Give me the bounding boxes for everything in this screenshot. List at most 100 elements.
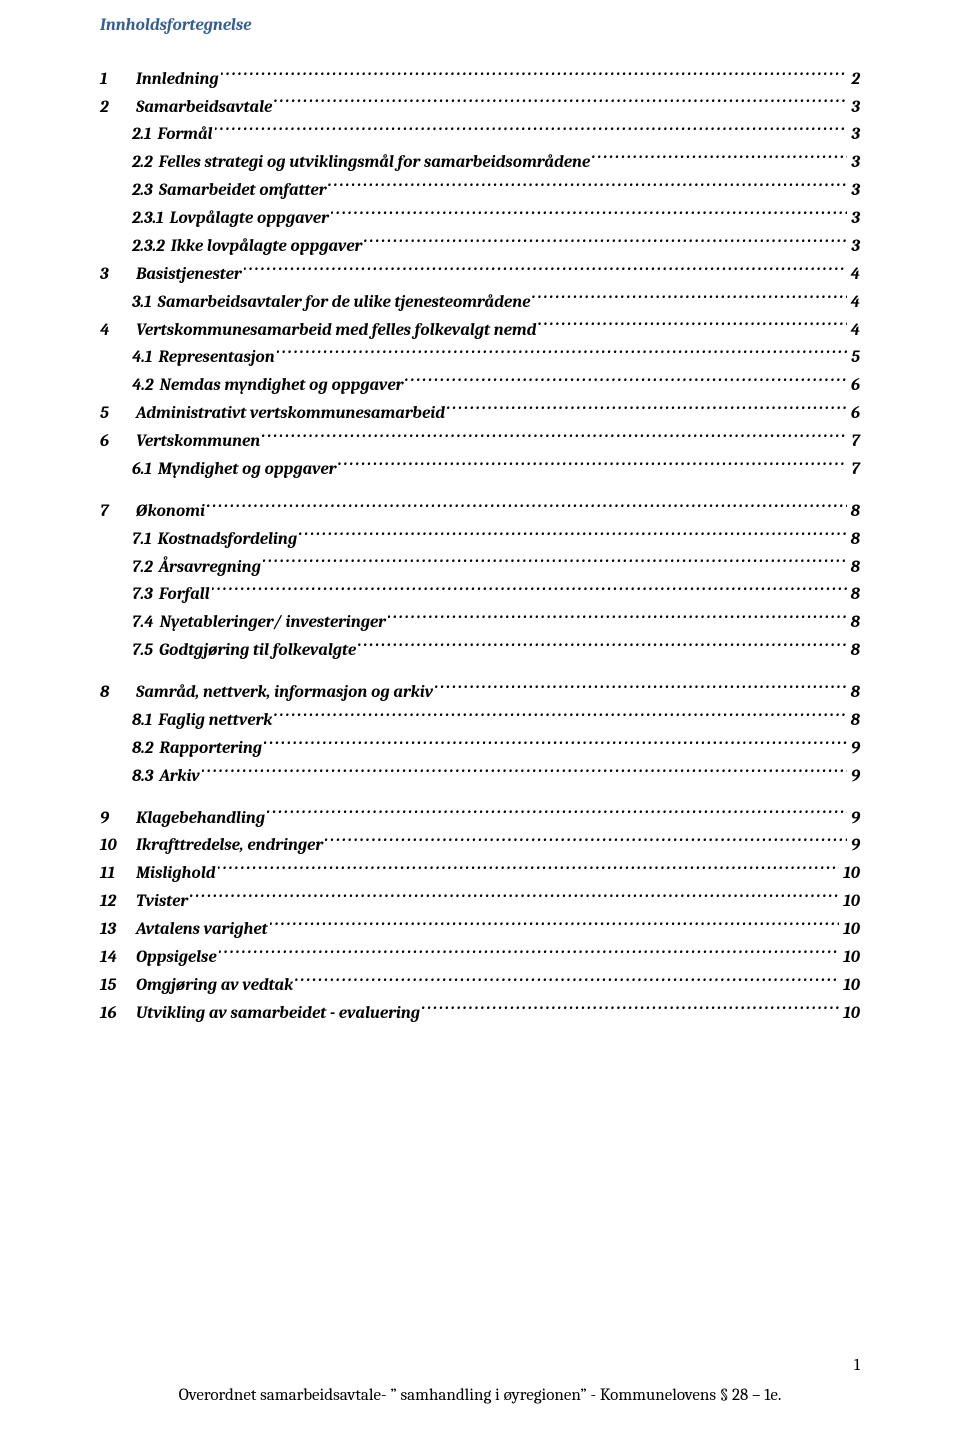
toc-entry: 8Samråd, nettverk, informasjon og arkiv8 [100,678,860,706]
toc-number: 8.1 [132,707,158,734]
toc-entry: 10Ikrafttredelse, endringer9 [100,832,860,860]
toc-number: 11 [100,860,136,887]
toc-entry: 8.1Faglig nettverk 8 [132,706,860,734]
toc-page: 8 [849,707,860,734]
toc-number: 4.2 [132,372,160,399]
toc-page: 3 [849,233,860,260]
toc-label: Klagebehandling [136,805,265,832]
toc-entry: 13Avtalens varighet 10 [100,915,860,943]
toc-entry: 2.3Samarbeidet omfatter3 [132,177,860,205]
toc-label: Mislighold [136,860,216,887]
toc-label: Samråd, nettverk, informasjon og arkiv [136,679,433,706]
toc-page: 6 [849,400,860,427]
toc-leader [277,344,847,363]
toc-entry: 6.1Myndighet og oppgaver7 [132,455,860,483]
toc-number: 5 [100,400,136,427]
toc-page: 10 [841,888,860,915]
toc-leader [295,971,839,990]
toc-number: 14 [100,944,136,971]
toc-page: 3 [849,149,860,176]
toc-label: Administrativt vertskommunesamarbeid [136,400,445,427]
toc-container: 1Innledning22Samarbeidsavtale32.1Formål3… [100,65,860,1027]
toc-leader [532,288,846,307]
toc-label: Omgjøring av vedtak [136,972,293,999]
toc-page: 8 [849,498,860,525]
toc-leader [338,455,847,474]
toc-number: 3 [100,261,136,288]
toc-leader [422,999,839,1018]
toc-leader [274,706,846,725]
toc-label: Lovpålagte oppgaver [170,205,329,232]
toc-page: 10 [841,1000,860,1027]
toc-number: 2.3.2 [132,233,171,260]
toc-entry: 5Administrativt vertskommunesamarbeid 6 [100,400,860,428]
toc-number: 7 [100,498,136,525]
toc-entry: 7.1Kostnadsfordeling8 [132,525,860,553]
toc-leader [592,149,847,168]
toc-label: Vertskommunesamarbeid med felles folkeva… [136,317,536,344]
toc-leader [270,915,840,934]
toc-entry: 2.1Formål3 [132,121,860,149]
toc-number: 2.3.1 [132,205,170,232]
toc-page: 3 [849,205,860,232]
toc-page: 7 [849,456,860,483]
toc-leader [244,260,847,279]
toc-page: 10 [841,916,860,943]
toc-leader [325,832,847,851]
toc-entry: 4Vertskommunesamarbeid med felles folkev… [100,316,860,344]
toc-number: 12 [100,888,136,915]
toc-number: 15 [100,972,136,999]
toc-label: Nemdas myndighet og oppgaver [160,372,404,399]
toc-number: 7.3 [132,581,159,608]
toc-page: 9 [849,763,860,790]
toc-label: Basistjenester [136,261,242,288]
toc-label: Faglig nettverk [158,707,272,734]
toc-page: 6 [849,372,860,399]
toc-page: 9 [849,805,860,832]
toc-label: Forfall [159,581,210,608]
toc-number: 6 [100,428,136,455]
toc-entry: 3Basistjenester 4 [100,260,860,288]
toc-leader [299,525,847,544]
page: Innholdsfortegnelse 1Innledning22Samarbe… [0,0,960,1027]
toc-entry: 7.3Forfall8 [132,581,860,609]
toc-entry: 12Tvister10 [100,888,860,916]
toc-label: Samarbeidsavtaler for de ulike tjenesteo… [158,289,531,316]
toc-page: 3 [849,121,860,148]
toc-entry: 6Vertskommunen7 [100,427,860,455]
toc-leader [274,93,847,112]
toc-leader [202,762,847,781]
toc-leader [267,804,847,823]
toc-page: 3 [849,94,860,121]
toc-number: 3.1 [132,289,158,316]
toc-leader [435,678,847,697]
toc-label: Ikrafttredelse, endringer [136,832,323,859]
toc-entry: 4.2Nemdas myndighet og oppgaver 6 [132,372,860,400]
toc-entry: 7Økonomi8 [100,497,860,525]
toc-leader [219,943,840,962]
toc-group-gap [100,483,860,497]
toc-label: Kostnadsfordeling [158,526,298,553]
toc-number: 1 [100,66,136,93]
toc-label: Formål [157,121,212,148]
toc-page: 4 [849,261,861,288]
toc-number: 13 [100,916,136,943]
toc-entry: 11Mislighold 10 [100,860,860,888]
toc-page: 3 [849,177,860,204]
toc-leader [262,427,847,446]
toc-label: Representasjon [158,344,274,371]
toc-page: 4 [849,289,861,316]
toc-page: 7 [849,428,860,455]
toc-leader [331,204,848,223]
toc-label: Felles strategi og utviklingsmål for sam… [159,149,591,176]
toc-number: 2.2 [132,149,159,176]
page-number: 1 [854,1356,860,1375]
toc-label: Avtalens varighet [136,916,268,943]
toc-leader [207,497,847,516]
toc-number: 4.1 [132,344,158,371]
footer-text: Overordnet samarbeidsavtale- ” samhandli… [0,1386,960,1405]
toc-entry: 8.3Arkiv9 [132,762,860,790]
toc-label: Ikke lovpålagte oppgaver [171,233,363,260]
toc-group-gap [100,790,860,804]
toc-page: 10 [841,860,860,887]
